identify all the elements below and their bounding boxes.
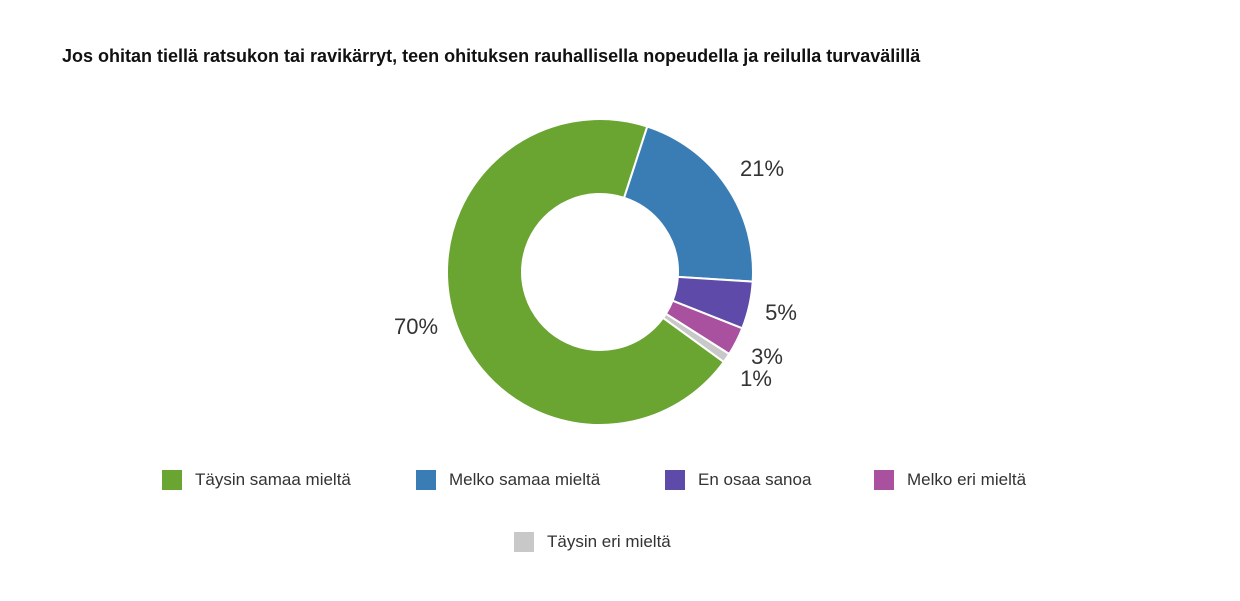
slice-melko-samaa [622, 125, 754, 283]
legend-label: Melko samaa mieltä [449, 470, 601, 489]
legend-label: En osaa sanoa [698, 470, 812, 489]
legend-label: Täysin eri mieltä [547, 532, 671, 551]
legend-swatch [665, 470, 685, 490]
slice-taysin-eri [661, 312, 731, 364]
slice-taysin-samaa [446, 118, 726, 426]
legend-swatch [416, 470, 436, 490]
donut-chart: 70% 21% 5% 3%1% [394, 118, 797, 426]
slice-label-taysin-eri: 1% [740, 366, 772, 391]
legend-item-en-osaa: En osaa sanoa [665, 470, 811, 490]
slice-label-en-osaa: 5% [765, 300, 797, 325]
legend-item-taysin-eri: Täysin eri mieltä [514, 532, 671, 552]
legend-label: Melko eri mieltä [907, 470, 1027, 489]
legend-swatch [514, 532, 534, 552]
slice-label-melko-samaa: 21% [740, 156, 784, 181]
legend-swatch [874, 470, 894, 490]
chart-title: Jos ohitan tiellä ratsukon tai ravikärry… [62, 46, 921, 66]
legend-item-melko-samaa: Melko samaa mieltä [416, 470, 600, 490]
legend-item-melko-eri: Melko eri mieltä [874, 470, 1026, 490]
slice-label-taysin-samaa: 70% [394, 314, 438, 339]
legend-swatch [162, 470, 182, 490]
slice-label-melko-eri: 3% [751, 344, 783, 369]
legend-label: Täysin samaa mieltä [195, 470, 351, 489]
legend-item-taysin-samaa: Täysin samaa mieltä [162, 470, 351, 490]
